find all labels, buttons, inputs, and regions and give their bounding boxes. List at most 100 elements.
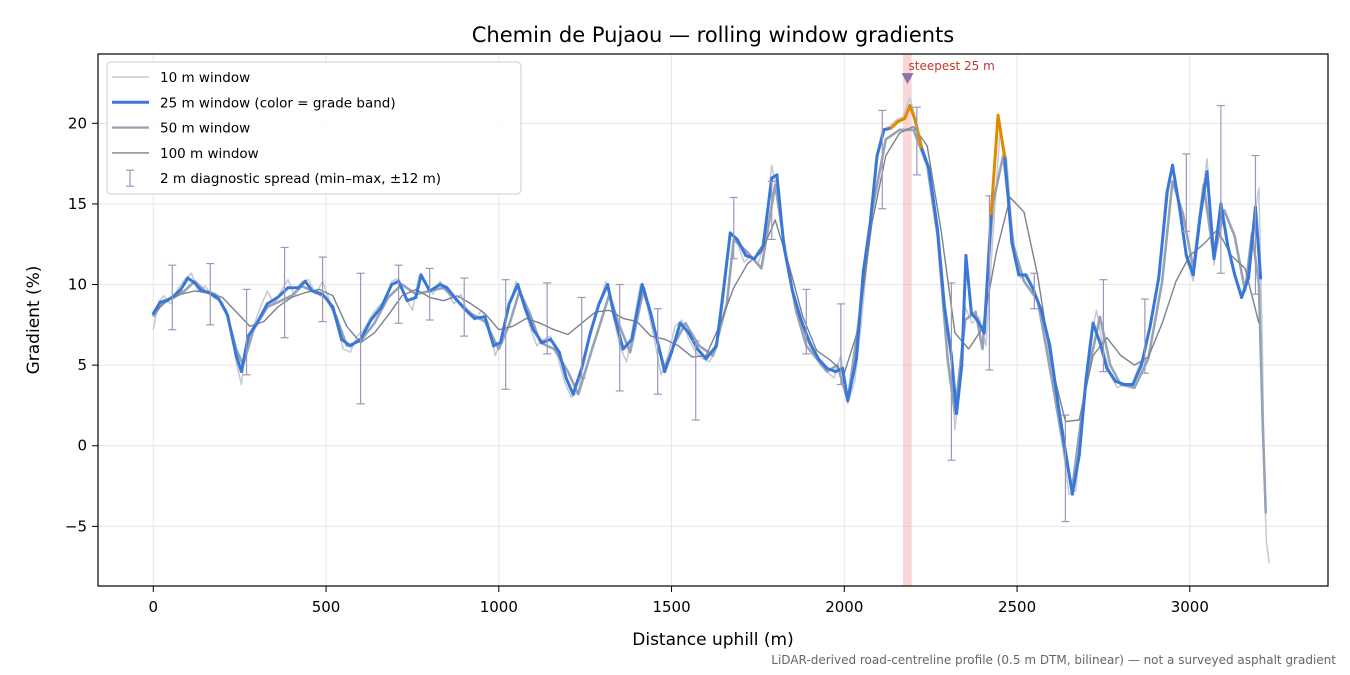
series-25m-segment [217, 297, 230, 317]
chart-title: Chemin de Pujaou — rolling window gradie… [472, 23, 955, 47]
series-25m-segment [678, 321, 691, 335]
series-25m-segment [597, 283, 610, 306]
series-25m-segment [193, 281, 204, 293]
series-25m-segment [996, 113, 1007, 161]
series-25m-segment [405, 295, 418, 303]
y-tick-label: 15 [68, 195, 87, 213]
series-25m-segment [782, 244, 794, 293]
series-25m-segment [949, 353, 959, 416]
series-25m-segment [613, 315, 625, 351]
series-25m-segment [808, 341, 820, 361]
series-25m-segment [397, 279, 409, 303]
series-25m-segment [854, 270, 865, 361]
series-25m-segment [942, 305, 953, 357]
series-25m-segment [419, 273, 432, 293]
series-25m-segment [861, 221, 872, 274]
series-25m-segment [752, 244, 765, 261]
series-25m-segment [761, 176, 774, 248]
series-25m-segment [1247, 205, 1257, 280]
series-25m-segment [571, 366, 584, 396]
series-25m-segment [775, 173, 786, 248]
x-tick-label: 3000 [1171, 598, 1209, 616]
series-25m-segment [841, 366, 850, 403]
series-25m-segment [799, 318, 812, 345]
x-tick-label: 1000 [480, 598, 518, 616]
series-25m-segment [908, 104, 917, 122]
x-tick-label: 0 [149, 598, 159, 616]
footnote: LiDAR-derived road-centreline profile (0… [771, 653, 1336, 667]
series-25m-segment [868, 154, 879, 225]
series-25m-segment [656, 341, 667, 374]
series-25m-segment [1003, 157, 1014, 245]
series-25m-segment [348, 337, 363, 348]
y-tick-label: 5 [77, 356, 87, 374]
series-25m-segment [989, 113, 1000, 216]
series-25m-segment [663, 350, 674, 374]
y-axis-label: Gradient (%) [24, 266, 44, 375]
series-25m-segment [549, 337, 561, 354]
series-25m-segment [920, 147, 931, 170]
series-25m-segment [428, 283, 442, 293]
series-25m-segment [744, 254, 756, 261]
series-25m-segment [255, 302, 269, 325]
series-25m-segment [580, 331, 592, 370]
y-tick-label: −5 [65, 517, 87, 535]
x-tick-label: 500 [312, 598, 341, 616]
series-25m-segment [721, 231, 732, 293]
series-25m-segment [1091, 321, 1102, 345]
series-25m-segment [303, 279, 314, 293]
steepest-marker [901, 73, 914, 85]
series-25m-segment [1070, 453, 1081, 496]
series-25m-segment [531, 328, 544, 345]
legend-label-w100: 100 m window [160, 146, 259, 162]
series-25m-segment [321, 292, 335, 309]
series-25m-segment [1131, 363, 1143, 386]
x-tick-label: 2500 [998, 598, 1036, 616]
series-25m-segment [564, 376, 575, 396]
series-25m-segment [1205, 170, 1216, 261]
series-25m-segment [473, 315, 487, 320]
steepest-annotation: steepest 25 m [909, 59, 995, 73]
series-25m-segment [927, 166, 940, 232]
legend-label-w25: 25 m window (color = grade band) [160, 95, 396, 111]
series-25m-segment [172, 287, 183, 298]
series-25m-segment [670, 321, 682, 354]
axes-frame [97, 53, 1329, 587]
series-25m-segment [523, 305, 535, 332]
series-25m-segment [621, 337, 634, 351]
steepest-band [903, 54, 912, 586]
series-25m-segment [1010, 241, 1021, 277]
series-25m-segment [1157, 189, 1169, 280]
series-25m-segment [955, 363, 964, 416]
series-25m-segment [846, 357, 858, 403]
series-25m-segment [1240, 276, 1251, 299]
legend-box [106, 61, 522, 195]
series-25m-segment [246, 321, 259, 338]
series-25m-segment [310, 289, 325, 296]
series-25m-segment [1233, 273, 1244, 299]
series-25m-segment [1024, 273, 1035, 290]
series-25m-segment [1114, 379, 1126, 386]
x-tick-label: 2000 [825, 598, 863, 616]
series-25m-segment [483, 315, 496, 348]
series-25m-segment [588, 302, 601, 335]
y-tick-label: 10 [68, 276, 87, 294]
series-25m-segment [960, 254, 968, 367]
series-25m-segment [557, 350, 568, 380]
series-25m-segment [226, 313, 238, 357]
series-25m-segment [606, 283, 617, 319]
series-100m-line [152, 125, 1260, 423]
series-25m-segment [695, 347, 708, 361]
series-25m-segment [516, 283, 527, 309]
legend-label-err: 2 m diagnostic spread (min–max, ±12 m) [160, 171, 441, 187]
series-25m-segment [276, 286, 290, 299]
legend-label-w10: 10 m window [160, 70, 250, 86]
series-25m-segment [464, 308, 477, 320]
y-tick-label: 20 [68, 114, 87, 132]
series-25m-segment [1171, 163, 1181, 209]
series-25m-segment [1219, 202, 1230, 248]
series-25m-segment [704, 344, 718, 361]
series-25m-segment [1184, 254, 1195, 277]
series-25m-segment [179, 276, 190, 291]
